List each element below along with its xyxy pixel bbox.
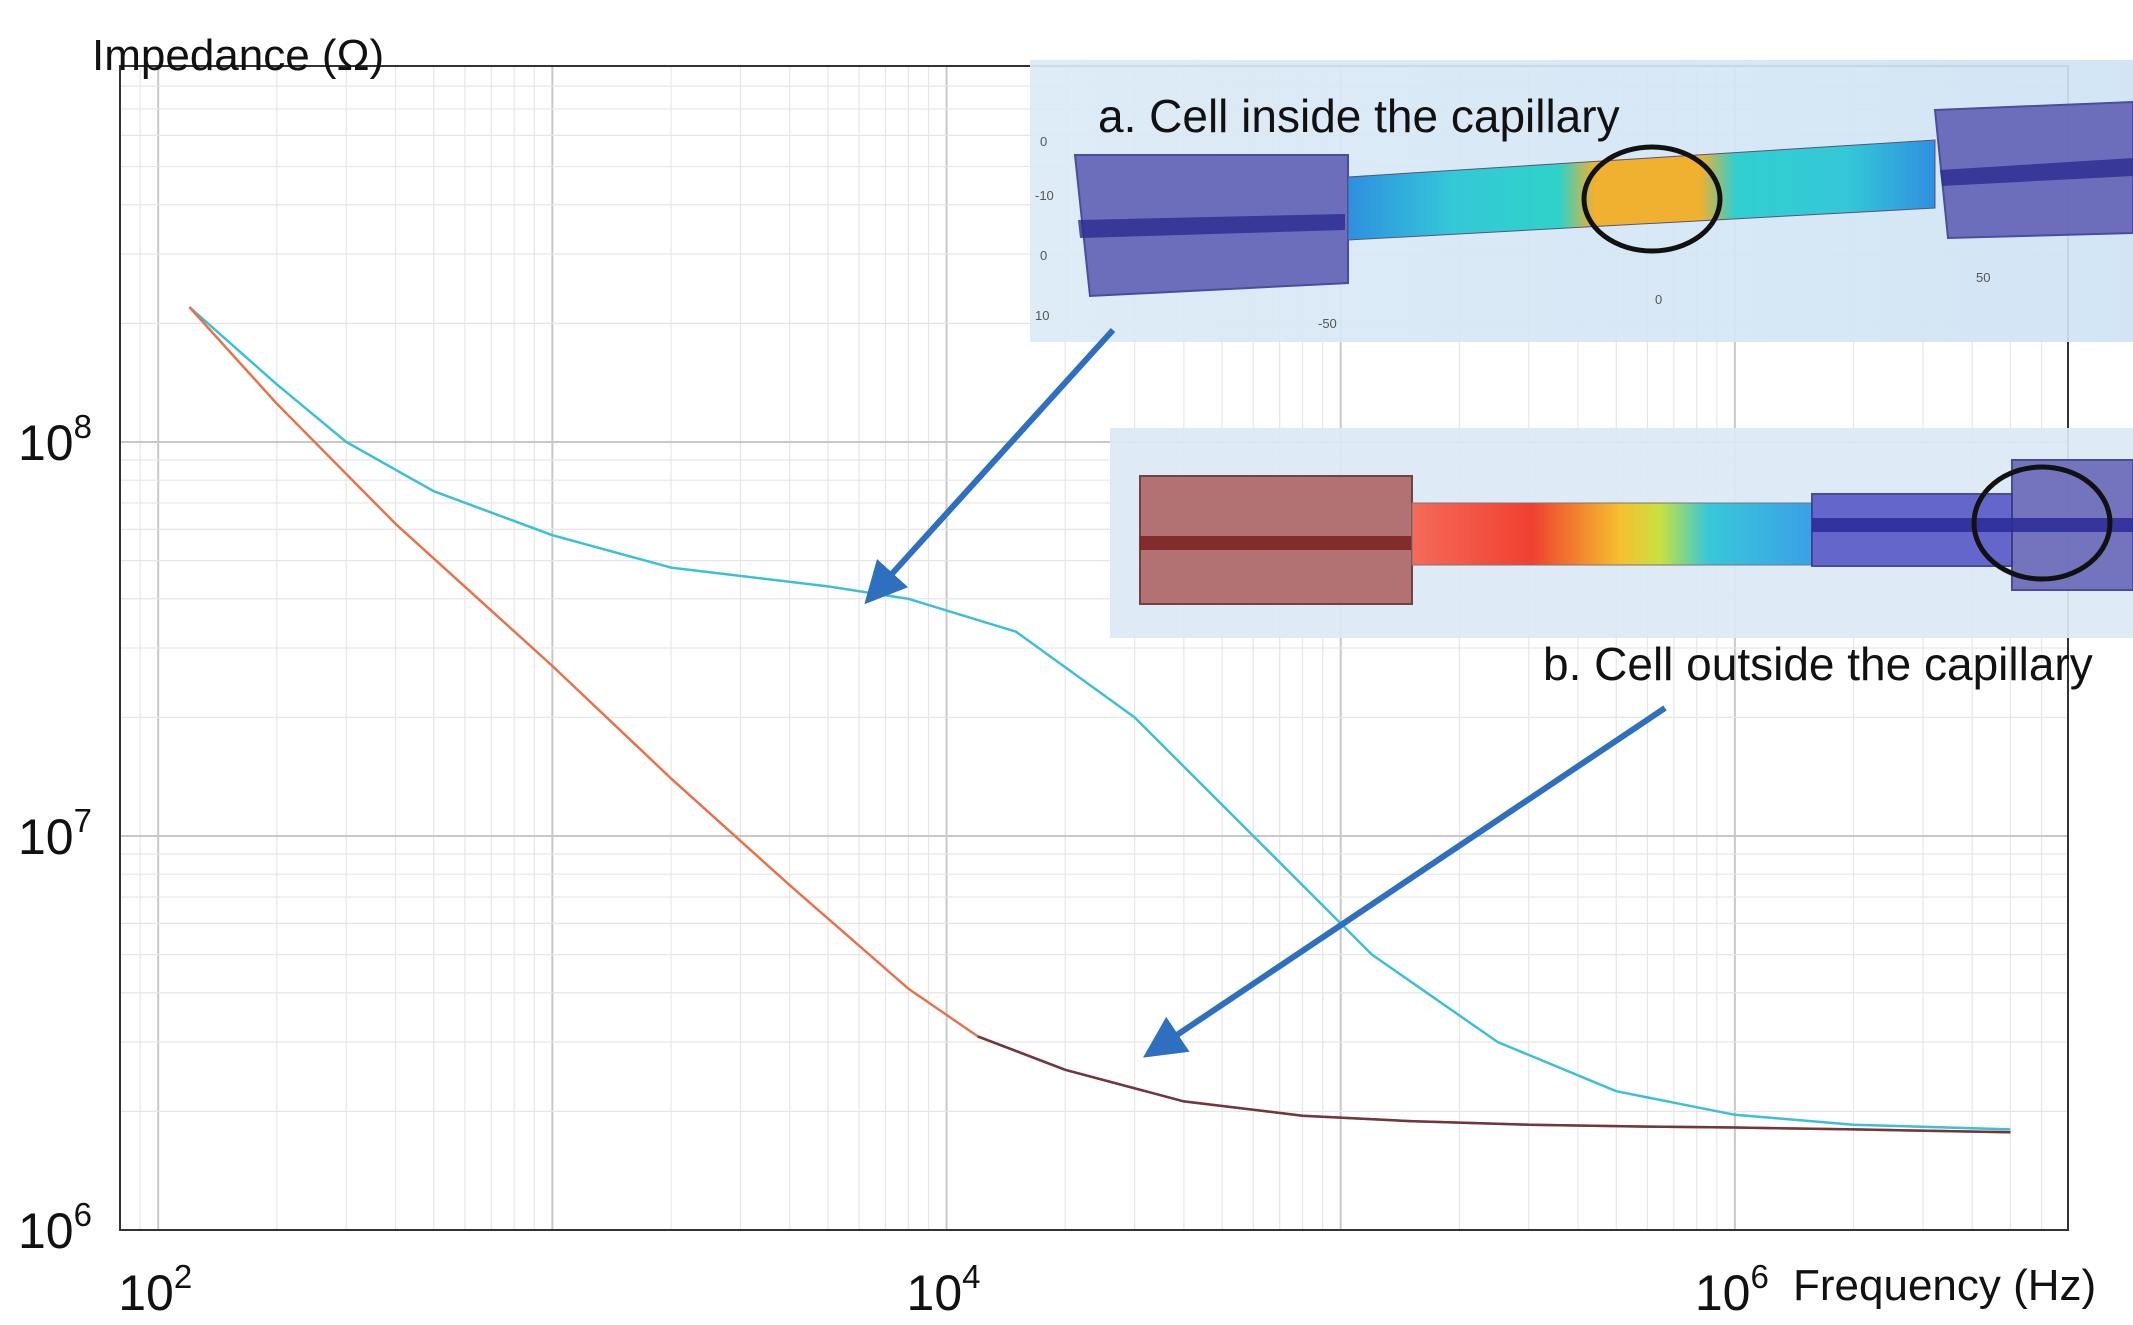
- y-tick-base: 10: [18, 415, 74, 471]
- x-tick-label: 102: [118, 1258, 192, 1320]
- inset-a-axis-tick: -50: [1318, 316, 1337, 331]
- inset-a-axis-tick: 0: [1040, 248, 1047, 263]
- x-tick-exponent: 6: [1751, 1258, 1769, 1295]
- inset-a-axis-tick: 50: [1976, 270, 1990, 285]
- inset-b-cell-circle: [1971, 464, 2113, 582]
- x-tick-base: 10: [907, 1265, 963, 1320]
- y-axis-label: Impedance (Ω): [92, 31, 384, 80]
- x-tick-label: 104: [907, 1258, 981, 1320]
- inset-a-cell-circle: [1581, 144, 1723, 254]
- inset-a-right-core: [1940, 158, 2133, 186]
- inset-b-channel: [1411, 502, 1813, 566]
- x-tick-label: 106: [1695, 1258, 1769, 1320]
- y-tick-label: 107: [18, 802, 92, 865]
- y-tick-exponent: 7: [74, 802, 92, 839]
- y-tick-label: 108: [18, 408, 92, 471]
- inset-a-channel: [1347, 139, 1936, 241]
- inset-b-left-core: [1140, 536, 1412, 550]
- x-tick-exponent: 2: [174, 1258, 192, 1295]
- inset-a-axis-tick: 0: [1655, 292, 1662, 307]
- y-tick-label: 106: [18, 1196, 92, 1259]
- inset-a-label: a. Cell inside the capillary: [1098, 90, 1620, 142]
- y-tick-base: 10: [18, 809, 74, 865]
- series-line-inside: [188, 306, 2011, 1131]
- y-tick-exponent: 8: [74, 408, 92, 445]
- inset-cell-outside: b. Cell outside the capillary: [1110, 428, 2133, 690]
- inset-a-axis-tick: 10: [1035, 308, 1049, 323]
- inset-a-axis-tick: 0: [1040, 134, 1047, 149]
- inset-cell-inside: 0 -10 0 10 -50 0 50 a. Cell inside the c…: [1030, 60, 2133, 342]
- y-tick-exponent: 6: [74, 1196, 92, 1233]
- arrow-inside: [864, 327, 1116, 605]
- x-tick-base: 10: [1695, 1265, 1751, 1320]
- inset-b-label: b. Cell outside the capillary: [1543, 638, 2093, 690]
- series-group: [188, 306, 2011, 1134]
- x-tick-exponent: 4: [962, 1258, 980, 1295]
- grid-lines: [119, 65, 2069, 1231]
- arrow-outside: [1143, 705, 1667, 1058]
- x-axis-label: Frequency (Hz): [1793, 1261, 2096, 1310]
- inset-a-left-core: [1078, 214, 1345, 238]
- series-line-outside-tail: [977, 1035, 2011, 1134]
- y-tick-base: 10: [18, 1203, 74, 1259]
- x-tick-base: 10: [118, 1265, 174, 1320]
- inset-a-axis-tick: -10: [1035, 188, 1054, 203]
